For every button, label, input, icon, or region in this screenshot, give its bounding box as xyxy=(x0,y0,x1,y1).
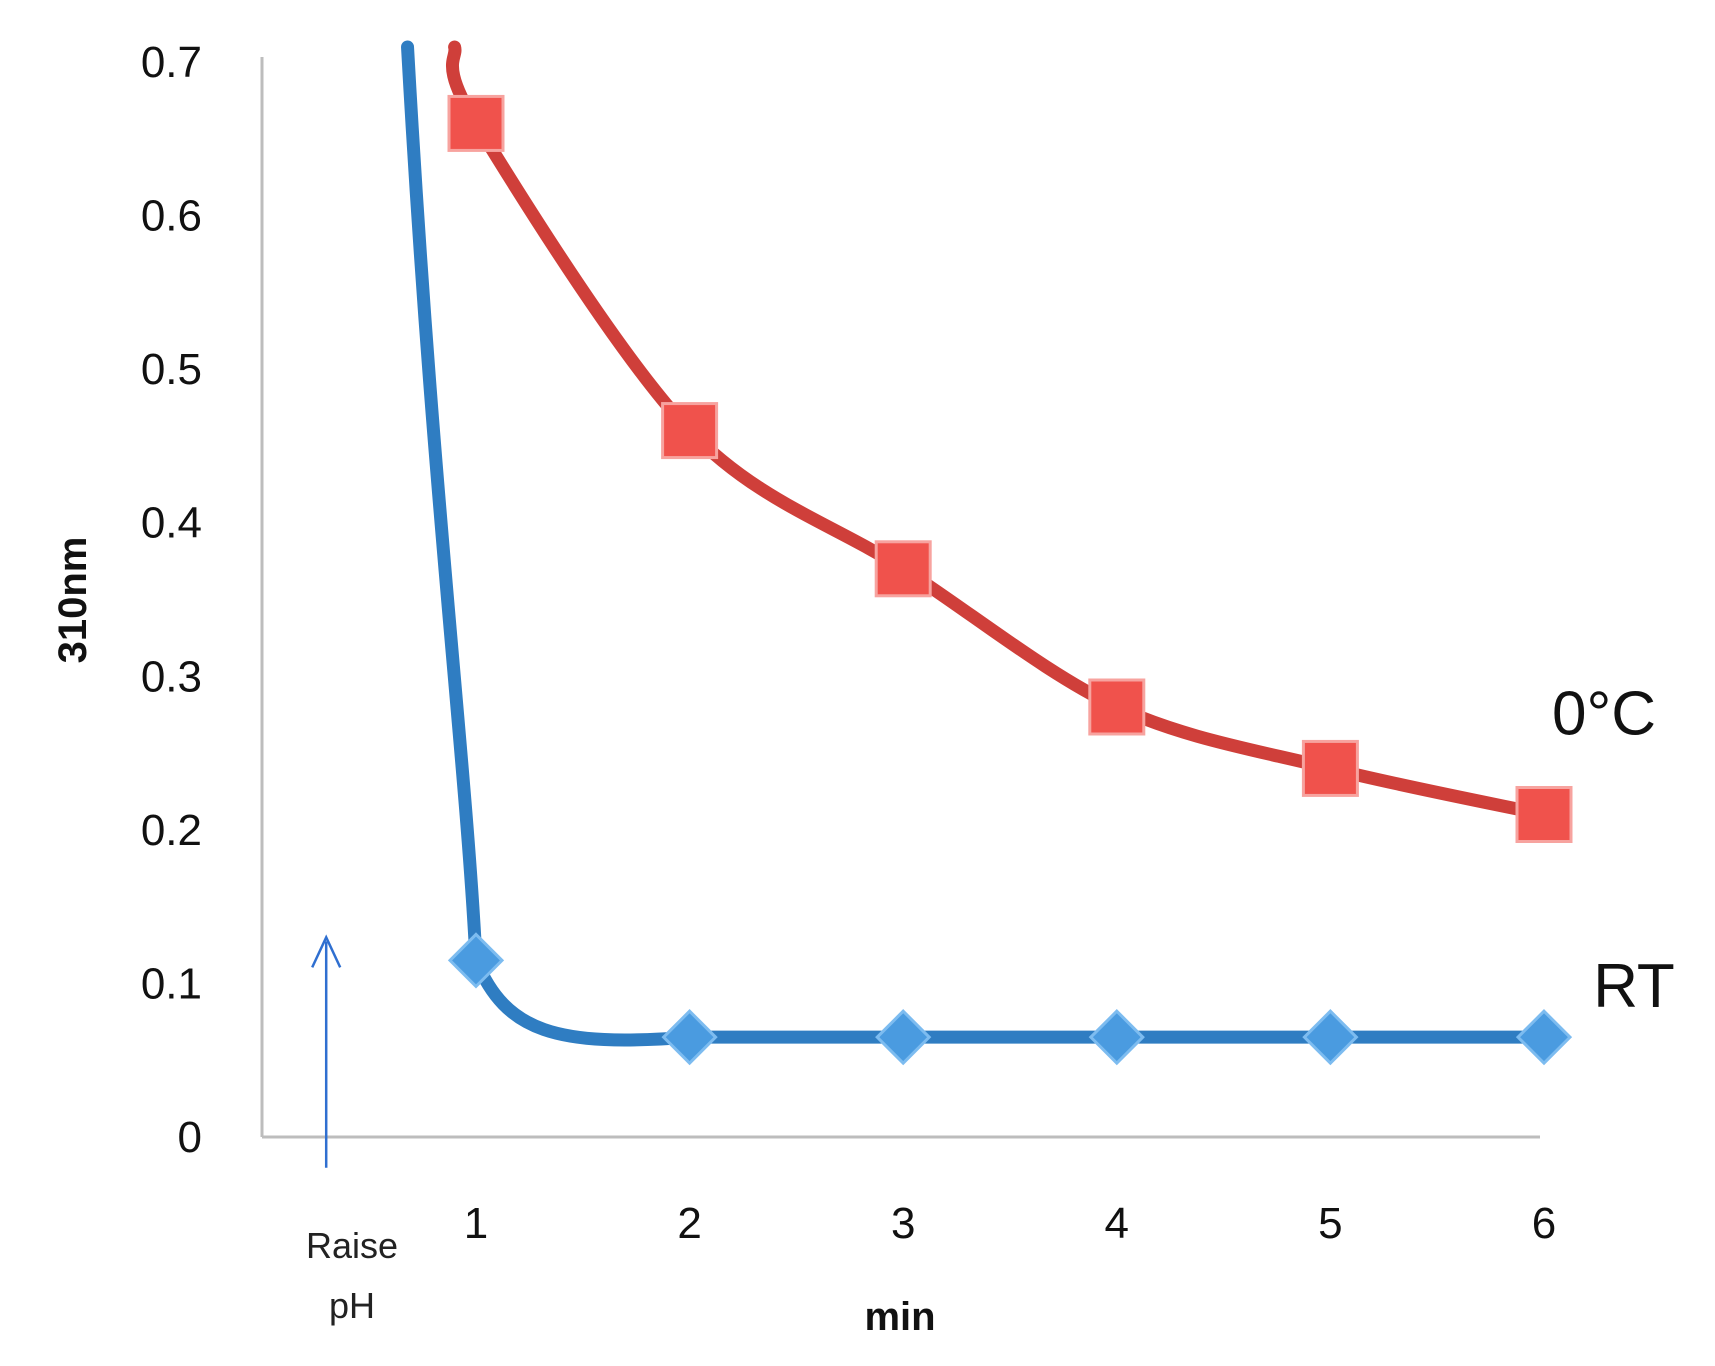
x-tick-label: 1 xyxy=(464,1199,488,1248)
data-point-diamond xyxy=(447,932,505,989)
series-layer xyxy=(401,40,1573,1066)
series-label-rt: RT xyxy=(1593,952,1675,1021)
y-tick-label: 0.7 xyxy=(141,38,202,87)
data-point-diamond xyxy=(1302,1009,1359,1066)
x-tick-label: 4 xyxy=(1105,1199,1129,1248)
series-line xyxy=(401,40,1551,1047)
x-tick-label: 2 xyxy=(677,1199,701,1248)
data-point-diamond xyxy=(1515,1009,1573,1066)
x-axis-ticks: 1 2 3 4 5 6 xyxy=(464,1199,1556,1248)
data-point-square xyxy=(1301,739,1359,797)
y-tick-label: 0.5 xyxy=(141,345,202,394)
data-point-diamond xyxy=(875,1009,932,1066)
y-axis-title: 310nm xyxy=(51,537,95,664)
y-tick-label: 0 xyxy=(178,1113,202,1162)
data-point-square xyxy=(1515,786,1573,843)
annotation-text-line1: Raise xyxy=(306,1225,398,1266)
y-tick-label: 0.6 xyxy=(141,192,202,241)
series-label-0c: 0°C xyxy=(1552,680,1656,749)
series-line xyxy=(446,40,1551,821)
x-axis-title: min xyxy=(864,1295,935,1339)
x-tick-label: 6 xyxy=(1532,1199,1556,1248)
data-point-square xyxy=(661,402,719,460)
data-point-square xyxy=(874,540,932,598)
y-tick-label: 0.4 xyxy=(141,499,202,548)
x-tick-label: 3 xyxy=(891,1199,915,1248)
data-point-square xyxy=(447,94,505,152)
series-rt xyxy=(401,40,1573,1066)
y-tick-label: 0.3 xyxy=(141,652,202,701)
annotation-text-line2: pH xyxy=(329,1285,375,1326)
y-axis-ticks: 0 0.1 0.2 0.3 0.4 0.5 0.6 0.7 xyxy=(141,38,202,1162)
arrow-up-icon xyxy=(311,934,342,968)
x-tick-label: 5 xyxy=(1318,1199,1342,1248)
data-point-diamond xyxy=(661,1009,718,1066)
y-tick-label: 0.2 xyxy=(141,806,202,855)
annotation-layer: Raise pH xyxy=(306,934,398,1326)
series-0c xyxy=(446,40,1573,843)
data-point-diamond xyxy=(1088,1009,1145,1066)
y-tick-label: 0.1 xyxy=(141,959,202,1008)
data-point-square xyxy=(1088,678,1146,736)
